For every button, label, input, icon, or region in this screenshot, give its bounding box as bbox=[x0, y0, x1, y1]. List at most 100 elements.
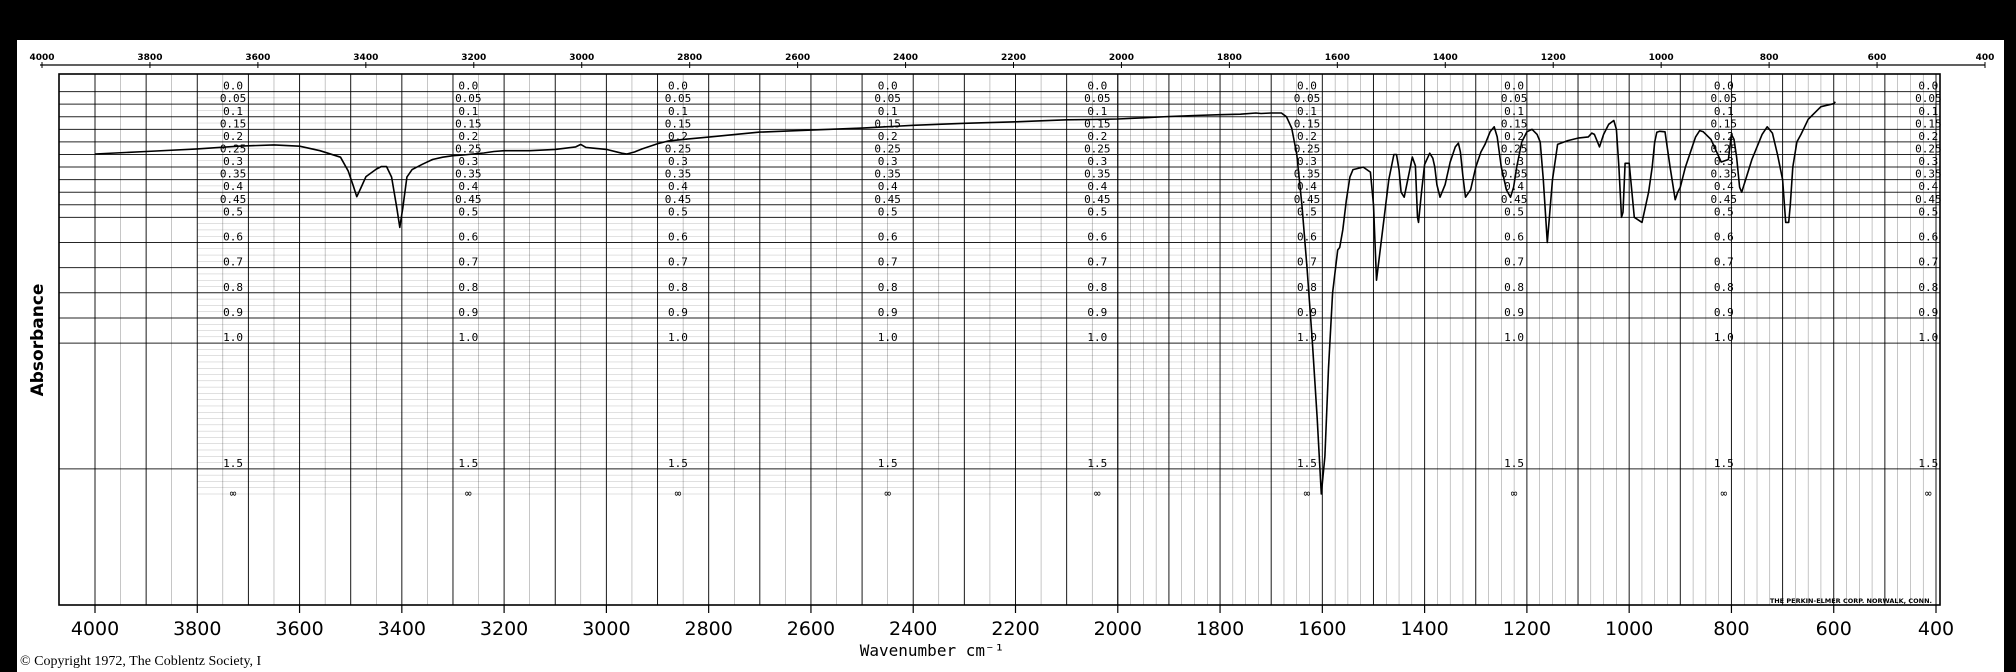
y-scale-label: 0.5 bbox=[458, 205, 478, 218]
top-tick-label: 3200 bbox=[461, 53, 486, 63]
y-scale-label: 0.5 bbox=[878, 205, 898, 218]
y-scale-label: 0.35 bbox=[1915, 168, 1942, 181]
y-scale-label: 0.35 bbox=[665, 168, 692, 181]
y-scale-label: 0.8 bbox=[1504, 281, 1524, 294]
y-scale-label: 0.2 bbox=[223, 130, 243, 143]
y-scale-label: 0.9 bbox=[1504, 306, 1524, 319]
y-scale-label: 0.7 bbox=[1714, 256, 1734, 269]
y-scale-label: 0.0 bbox=[458, 80, 478, 93]
top-tick-label: 2600 bbox=[785, 53, 810, 63]
y-scale-label: ∞ bbox=[230, 487, 237, 500]
y-scale-label: 0.05 bbox=[1501, 92, 1528, 105]
y-scale-label: 0.15 bbox=[665, 117, 692, 130]
y-scale-label: 0.1 bbox=[668, 105, 688, 118]
y-scale-label: 1.0 bbox=[668, 331, 688, 344]
y-scale-label: 0.9 bbox=[1087, 306, 1107, 319]
y-scale-label: 1.0 bbox=[1504, 331, 1524, 344]
y-scale-label: 0.5 bbox=[223, 205, 243, 218]
y-scale-label: 0.05 bbox=[220, 92, 247, 105]
y-scale-label: 0.35 bbox=[1294, 168, 1321, 181]
y-scale-label: 0.7 bbox=[1087, 256, 1107, 269]
y-scale-label: 1.5 bbox=[1918, 457, 1938, 470]
x-tick-label: 2000 bbox=[1094, 618, 1142, 640]
y-scale-label: 1.0 bbox=[1714, 331, 1734, 344]
y-scale-label: 1.5 bbox=[458, 457, 478, 470]
y-scale-label: 0.5 bbox=[1087, 205, 1107, 218]
y-scale-label: 0.8 bbox=[878, 281, 898, 294]
x-tick-label: 2400 bbox=[889, 618, 937, 640]
y-scale-label: 0.0 bbox=[668, 80, 688, 93]
x-tick-label: 600 bbox=[1816, 618, 1852, 640]
x-tick-label: 3400 bbox=[378, 618, 426, 640]
y-scale-label: 0.5 bbox=[1504, 205, 1524, 218]
right-frame-bar bbox=[2004, 0, 2016, 672]
y-scale-label: 0.0 bbox=[1714, 80, 1734, 93]
y-scale-label: 0.7 bbox=[1918, 256, 1938, 269]
y-scale-label: 0.7 bbox=[458, 256, 478, 269]
y-scale-label: 0.8 bbox=[1918, 281, 1938, 294]
y-scale-label: 0.0 bbox=[1504, 80, 1524, 93]
y-scale-label: 0.0 bbox=[878, 80, 898, 93]
y-scale-label: 0.1 bbox=[878, 105, 898, 118]
y-scale-label: 1.5 bbox=[1297, 457, 1317, 470]
top-tick-label: 3800 bbox=[137, 53, 162, 63]
y-scale-label: 0.2 bbox=[1714, 130, 1734, 143]
y-scale-label: ∞ bbox=[1094, 487, 1101, 500]
x-tick-label: 4000 bbox=[71, 618, 119, 640]
y-scale-label: 0.6 bbox=[1714, 231, 1734, 244]
y-scale-label: 0.25 bbox=[874, 142, 901, 155]
y-scale-label: 0.9 bbox=[668, 306, 688, 319]
y-scale-label: 0.4 bbox=[668, 180, 688, 193]
y-scale-label: 0.8 bbox=[1297, 281, 1317, 294]
x-tick-label: 1200 bbox=[1503, 618, 1551, 640]
manufacturer-note: THE PERKIN-ELMER CORP. NORWALK, CONN. bbox=[1770, 597, 1932, 605]
y-scale-label: 0.15 bbox=[1084, 117, 1111, 130]
y-scale-label: 0.35 bbox=[455, 168, 482, 181]
top-tick-label: 400 bbox=[1976, 53, 1995, 63]
x-tick-label: 1600 bbox=[1298, 618, 1346, 640]
top-tick-label: 3400 bbox=[353, 53, 378, 63]
y-scale-label: 0.7 bbox=[878, 256, 898, 269]
y-scale-label: 0.6 bbox=[878, 231, 898, 244]
y-scale-label: 0.2 bbox=[1087, 130, 1107, 143]
y-scale-label: 0.2 bbox=[1918, 130, 1938, 143]
y-scale-label: 0.35 bbox=[1501, 168, 1528, 181]
y-scale-label: 1.5 bbox=[668, 457, 688, 470]
y-scale-label: 0.9 bbox=[1297, 306, 1317, 319]
y-scale-label: 0.05 bbox=[1294, 92, 1321, 105]
y-scale-label: 0.1 bbox=[1504, 105, 1524, 118]
y-scale-label: 0.05 bbox=[665, 92, 692, 105]
y-axis-title: Absorbance bbox=[28, 284, 48, 397]
y-scale-label: 0.45 bbox=[1711, 193, 1738, 206]
x-tick-label: 3000 bbox=[582, 618, 630, 640]
y-scale-label: 0.15 bbox=[874, 117, 901, 130]
y-scale-label: 0.7 bbox=[1504, 256, 1524, 269]
y-scale-label: 0.2 bbox=[1297, 130, 1317, 143]
y-scale-label: 0.3 bbox=[458, 155, 478, 168]
y-scale-label: 0.6 bbox=[668, 231, 688, 244]
y-scale-label: 0.6 bbox=[458, 231, 478, 244]
y-scale-label: 0.3 bbox=[1087, 155, 1107, 168]
y-scale-label: 0.25 bbox=[1084, 142, 1111, 155]
x-tick-label: 2800 bbox=[684, 618, 732, 640]
y-scale-label: 0.5 bbox=[1297, 205, 1317, 218]
y-scale-label: 1.0 bbox=[1297, 331, 1317, 344]
top-tick-label: 600 bbox=[1868, 53, 1887, 63]
x-tick-label: 800 bbox=[1713, 618, 1749, 640]
y-scale-label: 0.05 bbox=[455, 92, 482, 105]
top-tick-label: 1800 bbox=[1217, 53, 1242, 63]
y-scale-label: ∞ bbox=[1511, 487, 1518, 500]
x-tick-label: 1000 bbox=[1605, 618, 1653, 640]
top-tick-label: 800 bbox=[1760, 53, 1779, 63]
y-scale-label: 1.5 bbox=[878, 457, 898, 470]
x-axis-title: Wavenumber cm⁻¹ bbox=[860, 641, 1005, 660]
y-scale-label: 0.6 bbox=[223, 231, 243, 244]
y-scale-label: 0.45 bbox=[220, 193, 247, 206]
y-scale-label: 0.5 bbox=[1714, 205, 1734, 218]
y-scale-label: 0.05 bbox=[1711, 92, 1738, 105]
top-tick-label: 1200 bbox=[1541, 53, 1566, 63]
bottom-wavenumber-axis: 4000 3800 3600 3400 3200 3000 2800 2600 2400 2200… bbox=[71, 605, 1954, 640]
y-scale-label: 0.9 bbox=[223, 306, 243, 319]
y-scale-label: 0.45 bbox=[1915, 193, 1942, 206]
